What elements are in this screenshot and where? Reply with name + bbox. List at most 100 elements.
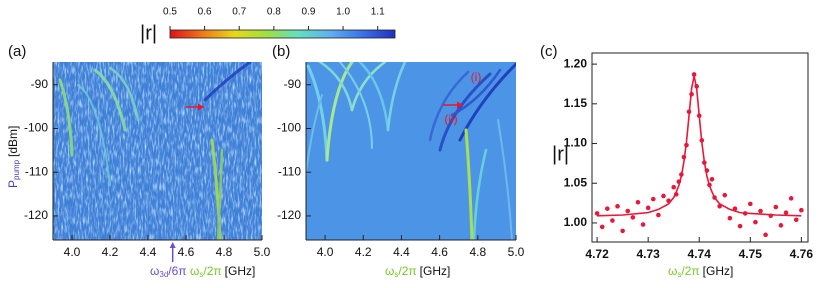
annotation-rest: /6π [168, 264, 186, 278]
y-tick-label: -100 [24, 121, 48, 135]
data-point [691, 72, 697, 77]
x-tick-label: 4.6 [178, 245, 195, 259]
data-point [656, 212, 661, 218]
data-point [671, 184, 677, 190]
x-axis-title-rest: /2π [398, 264, 416, 278]
x-tick-label: 4.0 [317, 245, 334, 259]
x-tick-label: 4.4 [393, 245, 410, 259]
x-axis-title-main: ω [190, 264, 199, 278]
data-point [758, 208, 763, 214]
x-axis-title-main: ω [385, 264, 394, 278]
colorbar-tick-label: 1.1 [371, 7, 385, 18]
y-tick-label: 1.05 [564, 175, 588, 189]
colorbar [169, 29, 396, 39]
x-tick-label: 4.4 [140, 245, 157, 259]
y-tick-label: 1.15 [564, 96, 588, 110]
y-tick-label: -110 [25, 164, 48, 178]
y-tick-label: -90 [31, 77, 49, 91]
plot-frame [591, 52, 809, 243]
heatmap-image [306, 62, 516, 240]
annotation-main: ω [150, 264, 159, 278]
panel-label: (a) [8, 43, 26, 60]
data-point [727, 215, 733, 221]
x-axis-title-rest: /2π [681, 264, 699, 278]
colorbar-tick-label: 0.5 [163, 7, 177, 18]
x-axis-title-rest: /2π [203, 264, 221, 278]
data-point [753, 219, 758, 225]
x-axis-title-sub: s [199, 270, 203, 279]
data-point [773, 204, 779, 210]
panel-label: (c) [540, 43, 558, 60]
x-tick-label: 4.0 [64, 245, 81, 259]
x-tick-label: 4.6 [431, 245, 448, 259]
data-point [732, 206, 738, 211]
y-tick-label: -100 [277, 121, 301, 135]
data-point [788, 196, 794, 201]
x-tick-label: 4.74 [688, 247, 712, 261]
x-tick-label: 5.0 [254, 245, 271, 259]
data-point [594, 211, 600, 216]
data-point [763, 232, 768, 238]
annotation-label: ω3d/6π [150, 264, 187, 279]
x-axis-title-sub: s [677, 270, 681, 279]
data-point [722, 192, 728, 198]
x-axis-title-main: ω [668, 264, 677, 278]
x-tick-label: 4.75 [739, 247, 763, 261]
y-tick-label: -120 [24, 208, 48, 222]
data-point [635, 199, 641, 205]
annotation-sub: 3d [159, 270, 168, 279]
heatmap-image [53, 62, 262, 240]
y-axis-title-sub: pump [12, 159, 21, 180]
x-axis-title-sub: s [394, 270, 398, 279]
data-point [783, 210, 789, 215]
data-point [640, 222, 646, 227]
y-tick-label: 1.20 [564, 56, 588, 70]
colorbar-tick-label: 0.7 [232, 7, 246, 18]
x-tick-label: 5.0 [508, 245, 525, 259]
x-axis-title-unit: [GHz] [703, 264, 734, 278]
x-axis-title-unit: [GHz] [420, 264, 451, 278]
data-point [747, 201, 753, 207]
data-point [615, 203, 620, 209]
data-point [645, 205, 651, 211]
x-tick-label: 4.2 [355, 245, 372, 259]
x-tick-label: 4.2 [102, 245, 119, 259]
data-point [599, 224, 605, 230]
y-tick-label: -90 [284, 77, 302, 91]
annotation: (i) [471, 70, 482, 84]
x-tick-label: 4.76 [790, 247, 814, 261]
data-point [650, 196, 656, 202]
y-axis-title: |r| [552, 143, 569, 165]
y-axis-title: Ppump [dBm] [6, 126, 21, 188]
colorbar-tick-label: 0.6 [198, 7, 212, 18]
y-axis-title-unit: [dBm] [6, 126, 20, 157]
data-point [737, 223, 743, 229]
y-tick-label: -110 [278, 164, 301, 178]
colorbar-tick-label: 1.0 [336, 7, 350, 18]
data-point [625, 208, 631, 214]
x-tick-label: 4.8 [469, 245, 486, 259]
y-tick-label: 1.10 [564, 136, 588, 150]
x-tick-label: 4.73 [636, 247, 660, 261]
x-tick-label: 4.72 [585, 247, 609, 261]
colorbar-tick-label: 0.9 [302, 7, 316, 18]
x-axis-title: ωs/2π [GHz] [668, 264, 733, 279]
data-point [793, 217, 799, 223]
data-point [630, 215, 636, 220]
x-tick-label: 4.8 [216, 245, 233, 259]
panel-label: (b) [272, 43, 290, 60]
x-axis-title: ωs/2π [GHz] [385, 264, 450, 279]
colorbar-label: |r| [140, 22, 157, 44]
y-tick-label: -120 [277, 208, 301, 222]
data-point [610, 218, 615, 223]
data-point [778, 223, 784, 228]
y-tick-label: 1.00 [564, 215, 588, 229]
data-point [709, 176, 715, 182]
data-point [799, 207, 804, 213]
y-axis-title-main: P [6, 180, 20, 188]
data-point [661, 193, 666, 199]
data-point [620, 228, 625, 234]
x-axis-title-unit: [GHz] [225, 264, 256, 278]
